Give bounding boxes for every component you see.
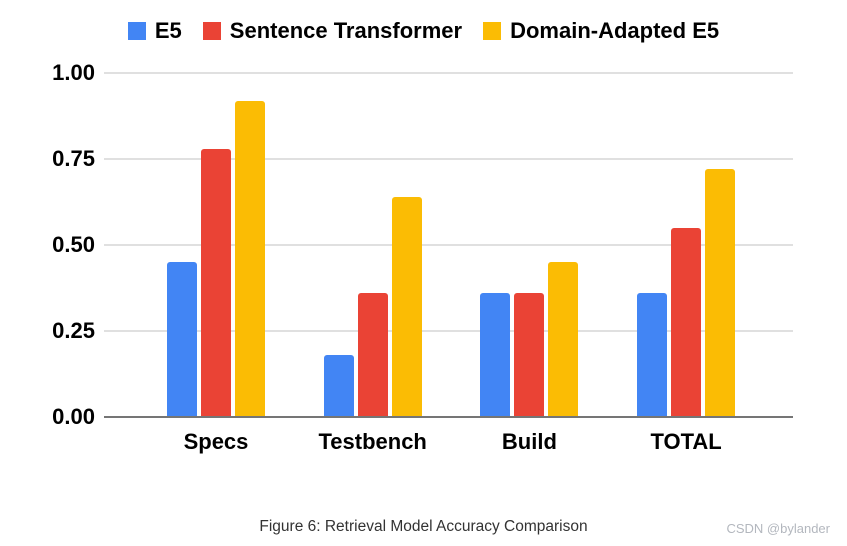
bar-group-testbench bbox=[323, 73, 422, 417]
figure-caption: Figure 6: Retrieval Model Accuracy Compa… bbox=[259, 518, 588, 535]
x-category-label: Build bbox=[501, 429, 557, 454]
bar-group-specs bbox=[167, 73, 265, 417]
bar-domain-adapted-e5 bbox=[548, 262, 579, 417]
bar-domain-adapted-e5 bbox=[705, 169, 736, 417]
legend-swatch-icon bbox=[127, 22, 146, 40]
bar-group-total bbox=[637, 73, 736, 417]
grid-line bbox=[104, 244, 793, 246]
legend-item: Domain-Adapted E5 bbox=[483, 18, 719, 44]
legend-label: Domain-Adapted E5 bbox=[510, 18, 720, 43]
x-category-label: Testbench bbox=[318, 429, 427, 454]
legend-item: Sentence Transformer bbox=[202, 18, 463, 44]
grid-line bbox=[104, 158, 793, 160]
bar-domain-adapted-e5 bbox=[235, 100, 265, 417]
bar-sentence-transformer bbox=[671, 227, 702, 417]
grid-line bbox=[104, 72, 793, 74]
y-tick-label: 0.25 bbox=[52, 318, 95, 343]
y-tick-label: 0.75 bbox=[52, 146, 95, 171]
legend: E5 Sentence Transformer Domain-Adapted E5 bbox=[0, 18, 847, 44]
legend-item: E5 bbox=[127, 18, 182, 44]
bar-e5 bbox=[480, 293, 511, 417]
x-category-label: TOTAL bbox=[650, 429, 722, 454]
y-tick-label: 1.00 bbox=[52, 60, 95, 85]
bar-group-build bbox=[480, 73, 579, 417]
bar-e5 bbox=[323, 355, 354, 417]
bar-domain-adapted-e5 bbox=[391, 196, 422, 417]
x-category-label: Specs bbox=[183, 429, 249, 454]
x-axis: Specs Testbench Build TOTAL bbox=[104, 429, 793, 459]
plot-area bbox=[104, 72, 793, 418]
legend-label: Sentence Transformer bbox=[229, 18, 463, 43]
legend-label: E5 bbox=[154, 18, 182, 43]
bar-sentence-transformer bbox=[201, 148, 231, 417]
bar-sentence-transformer bbox=[514, 293, 545, 417]
bar-sentence-transformer bbox=[357, 293, 388, 417]
y-axis: 0.00 0.25 0.50 0.75 1.00 bbox=[0, 62, 95, 428]
bar-e5 bbox=[167, 262, 197, 417]
legend-swatch-icon bbox=[483, 22, 502, 40]
bar-e5 bbox=[637, 293, 668, 417]
watermark: CSDN @bylander bbox=[726, 521, 830, 536]
legend-swatch-icon bbox=[202, 22, 221, 40]
x-axis-baseline bbox=[104, 416, 793, 418]
y-tick-label: 0.00 bbox=[52, 404, 95, 429]
grid-line bbox=[104, 330, 793, 332]
y-tick-label: 0.50 bbox=[52, 232, 95, 257]
